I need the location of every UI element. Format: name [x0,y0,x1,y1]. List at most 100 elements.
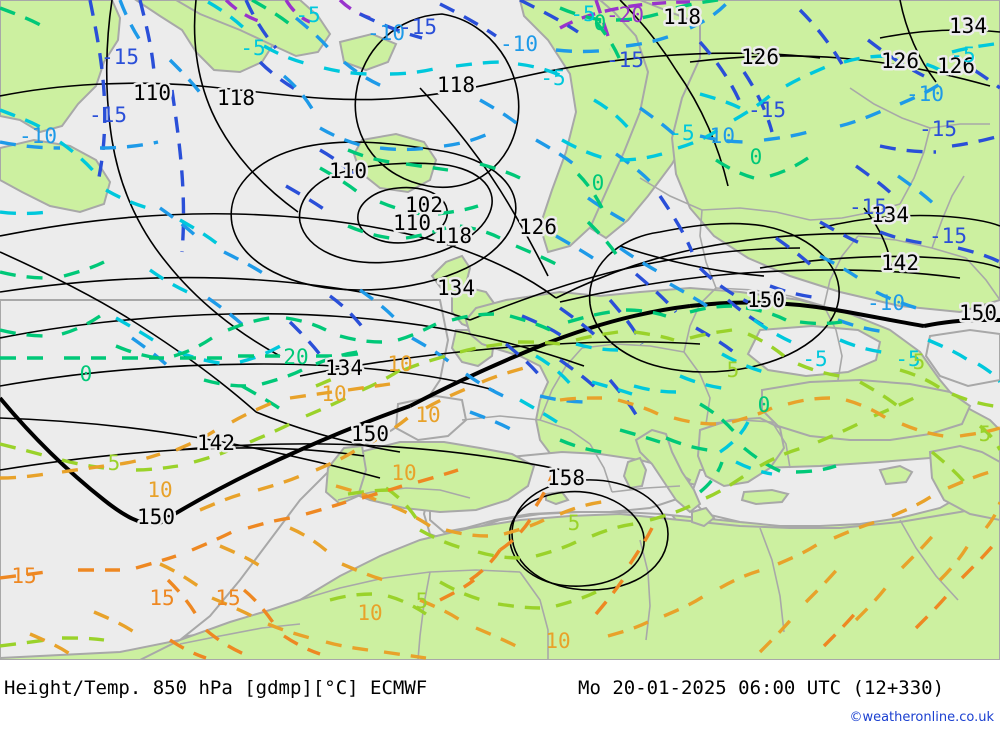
isotherm-label: 0 [750,145,763,169]
svg-text:5: 5 [913,350,926,374]
isotherm-label: -5 [802,347,827,371]
isotherm-label: -10 [367,21,405,45]
isotherm-label: -10 [19,124,57,148]
isotherm-20 [0,352,359,360]
svg-text:0: 0 [750,145,763,169]
isotherm-minus5 [0,0,1000,476]
svg-text:118: 118 [663,5,701,29]
svg-text:134: 134 [871,203,909,227]
isotherm-label: 0 [592,171,605,195]
svg-text:150: 150 [747,288,785,312]
svg-text:118: 118 [663,5,701,29]
isotherm-10 [0,366,1000,660]
svg-text:126: 126 [519,215,557,239]
isotherm-label: 5 [913,350,926,374]
isotherm-label: -15 [919,117,957,141]
svg-text:-5: -5 [295,3,320,27]
map-canvas[interactable]: 110 110 118 118 118 118 118 118 126 126 126 126 134 1… [0,0,1000,660]
svg-text:5: 5 [979,422,992,446]
svg-text:-5: -5 [540,66,565,90]
svg-text:142: 142 [881,251,919,275]
svg-text:126: 126 [937,54,975,78]
isotherm-label: 10 [387,352,412,376]
svg-text:-10: -10 [19,124,57,148]
isotherm-label: 0 [80,362,93,386]
svg-text:158: 158 [547,466,585,490]
svg-text:126: 126 [519,215,557,239]
svg-text:-5: -5 [802,347,827,371]
isotherm-label: -5 [570,2,595,26]
svg-text:110: 110 [329,159,367,183]
svg-text:134: 134 [325,356,363,380]
svg-text:110: 110 [133,81,171,105]
svg-text:-15: -15 [919,117,957,141]
svg-text:5: 5 [108,451,121,475]
svg-text:10: 10 [415,403,440,427]
isotherm-label: -15 [748,98,786,122]
svg-text:126: 126 [937,54,975,78]
svg-text:150: 150 [959,301,997,325]
isotherm-label: 5 [979,422,992,446]
borders-layer [179,87,1000,660]
svg-text:150: 150 [137,505,175,529]
isotherm-label: 20 [283,345,308,369]
isotherm-label: 5 [416,589,429,613]
svg-text:150: 150 [747,288,785,312]
isotherm-label: 10 [147,478,172,502]
svg-text:-10: -10 [867,291,905,315]
isotherm-label: 0 [758,393,771,417]
isotherm-label: 15 [149,586,174,610]
svg-text:142: 142 [197,431,235,455]
isotherm-label: 5 [568,511,581,535]
svg-text:-10: -10 [906,82,944,106]
isotherm-label: -15 [849,195,887,219]
svg-text:102: 102 [405,193,443,217]
svg-text:0: 0 [592,171,605,195]
isotherm-label: -10 [697,124,735,148]
isotherm-label: -15 [399,15,437,39]
svg-text:134: 134 [949,14,987,38]
height-contour-150 [0,300,1000,527]
isotherm-minus15 [88,0,1000,419]
isotherm-label: -15 [606,48,644,72]
svg-text:-15: -15 [748,98,786,122]
isotherm-label: 10 [415,403,440,427]
isotherm-label: 10 [391,461,416,485]
isotherm-label: 15 [215,586,240,610]
svg-text:118: 118 [437,73,475,97]
svg-text:5: 5 [416,589,429,613]
svg-text:10: 10 [387,352,412,376]
isotherm-label: 5 [108,451,121,475]
svg-text:15: 15 [11,564,36,588]
svg-text:118: 118 [437,73,475,97]
svg-text:10: 10 [321,382,346,406]
svg-text:110: 110 [393,211,431,235]
svg-text:5: 5 [568,511,581,535]
svg-text:10: 10 [545,629,570,653]
isotherm-label: -15 [89,103,127,127]
svg-text:118: 118 [434,224,472,248]
svg-text:15: 15 [149,586,174,610]
svg-text:110: 110 [133,81,171,105]
copyright-credit: ©weatheronline.co.uk [849,710,994,725]
svg-text:118: 118 [217,86,255,110]
svg-text:-5: -5 [895,347,920,371]
svg-text:126: 126 [741,45,779,69]
svg-text:118: 118 [434,224,472,248]
svg-text:134: 134 [437,276,475,300]
svg-text:134: 134 [437,276,475,300]
svg-text:-15: -15 [929,224,967,248]
svg-text:5: 5 [727,358,740,382]
svg-text:-15: -15 [399,15,437,39]
